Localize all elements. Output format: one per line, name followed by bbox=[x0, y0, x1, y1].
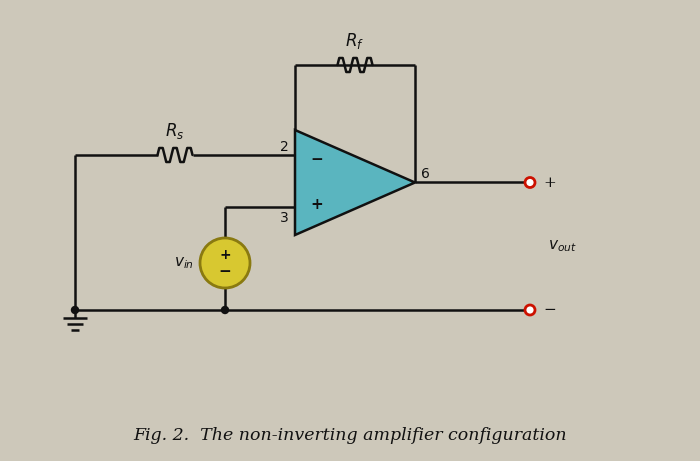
Text: 6: 6 bbox=[421, 166, 430, 181]
Text: $R_s$: $R_s$ bbox=[165, 121, 185, 141]
Circle shape bbox=[71, 307, 78, 313]
Text: +: + bbox=[311, 197, 323, 212]
Circle shape bbox=[221, 307, 228, 313]
Text: +: + bbox=[543, 176, 556, 189]
Text: 2: 2 bbox=[280, 140, 289, 154]
Text: −: − bbox=[311, 152, 323, 167]
Text: −: − bbox=[218, 264, 232, 278]
Circle shape bbox=[199, 237, 251, 289]
Text: $v_{out}$: $v_{out}$ bbox=[548, 238, 577, 254]
Circle shape bbox=[525, 305, 535, 315]
Circle shape bbox=[200, 238, 250, 288]
Text: $R_f$: $R_f$ bbox=[345, 31, 365, 51]
Circle shape bbox=[525, 177, 535, 188]
Text: 3: 3 bbox=[280, 211, 289, 225]
Text: +: + bbox=[219, 248, 231, 262]
Text: $v_{in}$: $v_{in}$ bbox=[174, 255, 194, 271]
Text: −: − bbox=[543, 303, 556, 317]
Polygon shape bbox=[295, 130, 415, 235]
Text: Fig. 2.  The non-inverting amplifier configuration: Fig. 2. The non-inverting amplifier conf… bbox=[133, 426, 567, 443]
Polygon shape bbox=[295, 156, 415, 235]
